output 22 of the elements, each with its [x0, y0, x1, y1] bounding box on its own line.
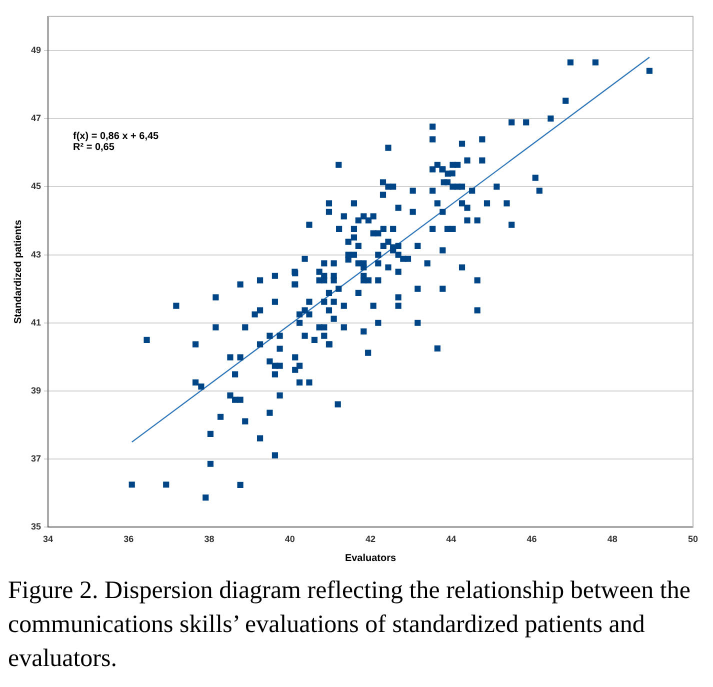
annotation: f(x) = 0,86 x + 6,45: [73, 131, 160, 142]
y-tick-label: 35: [30, 522, 42, 532]
x-tick-label: 40: [284, 534, 295, 544]
y-tick-label: 45: [30, 181, 42, 192]
y-tick-label: 47: [30, 113, 42, 124]
x-tick-label: 48: [607, 534, 618, 544]
x-tick-label: 42: [366, 534, 376, 544]
y-tick-label: 41: [30, 317, 42, 328]
x-tick-label: 34: [43, 534, 54, 544]
annotation: R² = 0,65: [73, 142, 115, 154]
x-tick-label: 36: [124, 534, 134, 544]
y-tick-label: 39: [30, 385, 42, 396]
x-tick-label: 44: [446, 534, 456, 544]
x-tick-label: 46: [526, 534, 537, 544]
y-tick-label: 37: [30, 454, 42, 464]
y-tick-label: 49: [30, 44, 42, 55]
caption: Figure 2. Dispersion diagram reflecting the relationship between the communications skills’ evaluations of standardized patients and evaluators.: [8, 576, 692, 674]
x-tick-label: 38: [204, 534, 214, 544]
x-tick-label: 50: [688, 534, 698, 544]
y-axis-title: Standardized patients: [12, 219, 24, 324]
y-tick-label: 43: [30, 249, 42, 260]
x-axis-title: Evaluators: [344, 552, 397, 564]
